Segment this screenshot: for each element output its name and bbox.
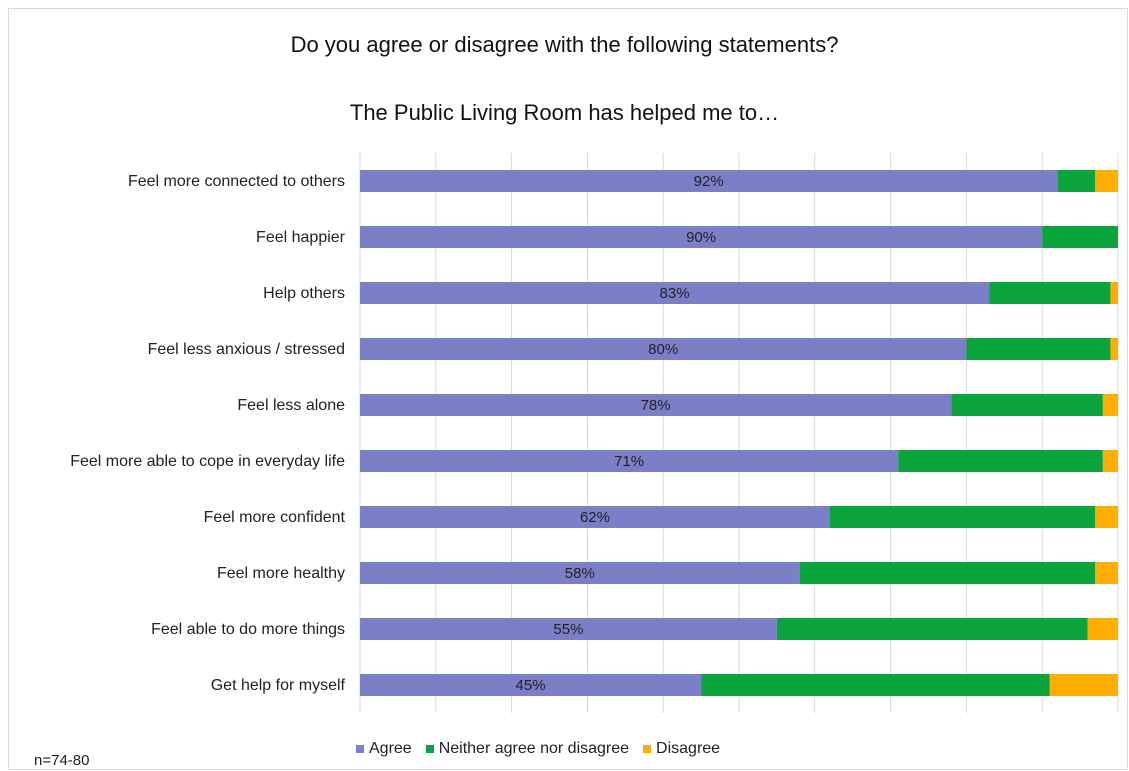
bar-disagree [1049, 674, 1118, 696]
legend-swatch-neither [425, 745, 434, 753]
bar-agree [360, 674, 702, 696]
data-label: 80% [648, 341, 678, 358]
legend-label-agree: Agree [369, 740, 412, 757]
bar-disagree [1102, 450, 1118, 472]
category-label: Feel happier [256, 229, 346, 246]
bar-disagree [1110, 282, 1118, 304]
category-label: Feel more confident [204, 509, 346, 526]
bar-neither [966, 338, 1111, 360]
bar-disagree [1102, 394, 1118, 416]
bar-agree [360, 226, 1043, 248]
category-label: Feel more connected to others [128, 173, 345, 190]
bar-disagree [1095, 562, 1118, 584]
legend-item-disagree: Disagree [643, 740, 720, 758]
data-label: 92% [694, 173, 724, 190]
sample-size-note: n=74-80 [34, 752, 90, 769]
chart-title: Do you agree or disagree with the follow… [290, 32, 839, 57]
category-label: Feel more able to cope in everyday life [70, 453, 345, 470]
bar-agree [360, 338, 967, 360]
legend-swatch-disagree [643, 745, 652, 753]
bar-disagree [1095, 506, 1118, 528]
data-label: 58% [565, 565, 595, 582]
bar-disagree [1095, 170, 1118, 192]
bar-neither [898, 450, 1103, 472]
bar-neither [1042, 226, 1118, 248]
category-label: Help others [263, 285, 345, 302]
bar-disagree [1087, 618, 1118, 640]
legend: Agree Neither agree nor disagree Disagre… [356, 740, 734, 758]
bar-neither [799, 562, 1096, 584]
bar-neither [701, 674, 1050, 696]
bar-neither [776, 618, 1088, 640]
data-label: 83% [660, 285, 690, 302]
legend-item-agree: Agree [356, 740, 412, 758]
bar-agree [360, 618, 777, 640]
bar-neither [989, 282, 1111, 304]
bar-agree [360, 506, 830, 528]
bar-agree [360, 450, 899, 472]
category-label: Get help for myself [211, 677, 346, 694]
bar-agree [360, 282, 990, 304]
bar-neither [1057, 170, 1096, 192]
category-label: Feel less alone [237, 397, 345, 414]
bar-agree [360, 562, 800, 584]
data-label: 71% [614, 453, 644, 470]
bar-neither [951, 394, 1103, 416]
category-label: Feel able to do more things [151, 621, 345, 638]
data-label: 78% [641, 397, 671, 414]
legend-label-neither: Neither agree nor disagree [438, 740, 630, 757]
bar-disagree [1110, 338, 1118, 360]
legend-label-disagree: Disagree [656, 740, 721, 757]
category-label: Feel more healthy [217, 565, 345, 582]
data-label: 90% [686, 229, 716, 246]
bar-agree [360, 170, 1058, 192]
data-label: 45% [516, 677, 546, 694]
chart-frame [8, 8, 1128, 770]
category-label: Feel less anxious / stressed [148, 341, 345, 358]
bar-neither [829, 506, 1096, 528]
chart-subtitle: The Public Living Room has helped me to… [349, 100, 780, 125]
data-label: 62% [580, 509, 610, 526]
data-label: 55% [553, 621, 583, 638]
legend-item-neither: Neither agree nor disagree [425, 740, 630, 758]
bar-agree [360, 394, 952, 416]
legend-swatch-agree [356, 745, 364, 753]
